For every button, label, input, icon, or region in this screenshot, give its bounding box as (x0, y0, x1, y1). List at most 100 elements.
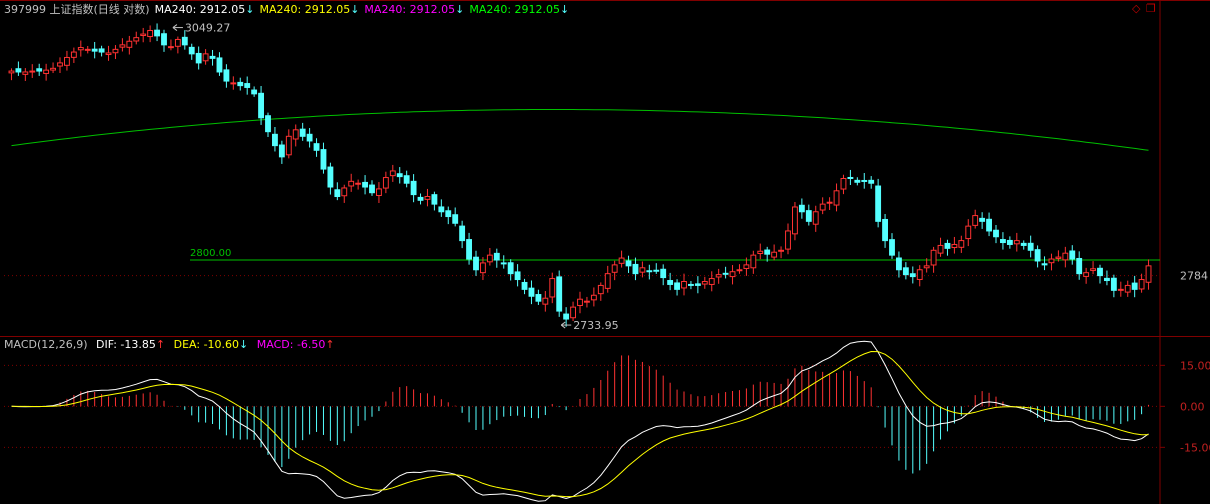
candle (625, 255, 632, 273)
candle (22, 68, 29, 81)
candle (507, 259, 514, 281)
arrow-down-icon: ↓ (245, 3, 255, 16)
candle-body (251, 89, 258, 95)
candle (868, 176, 875, 189)
candle (896, 251, 902, 278)
candle-body (757, 250, 764, 254)
candle (778, 246, 784, 259)
candle (639, 261, 646, 278)
candle (972, 209, 979, 229)
annotation-label: 3049.27 (185, 22, 231, 35)
candle-body (792, 206, 798, 235)
candle (410, 174, 417, 203)
candle-body (909, 273, 916, 278)
candle-body (438, 206, 445, 213)
candle-body (1048, 258, 1055, 264)
candle (43, 63, 50, 81)
candle (854, 177, 861, 186)
candle (473, 250, 479, 276)
candle-body (1027, 242, 1034, 251)
candle-body (889, 239, 895, 256)
candle-body (868, 179, 875, 184)
candle-body (840, 177, 847, 190)
candle (805, 204, 812, 226)
candle (833, 183, 840, 212)
candle (736, 264, 743, 274)
candle (396, 167, 403, 184)
candle (875, 178, 882, 228)
candle-body (896, 257, 902, 271)
candle (91, 41, 98, 59)
candle-body (653, 269, 660, 272)
macd-lines (11, 340, 1149, 502)
candle (223, 64, 230, 88)
candle (154, 23, 160, 42)
candle (15, 61, 22, 76)
candle (147, 25, 154, 43)
candle-body (986, 218, 992, 232)
annotation-arrow-head (560, 321, 566, 329)
candle (285, 129, 292, 159)
candle-body (112, 48, 119, 54)
candle-body (355, 182, 362, 185)
arrow-down-icon: ↓ (455, 3, 465, 16)
candle (216, 52, 223, 76)
candle (168, 39, 174, 51)
candle-body (161, 33, 167, 46)
candle-body (1097, 267, 1103, 277)
annotation-label: 2733.95 (573, 319, 619, 332)
diamond-icon[interactable]: ◇ (1132, 2, 1141, 15)
candle-body (729, 271, 736, 278)
candle (327, 162, 334, 195)
candle (1090, 261, 1096, 275)
candle-body (639, 267, 646, 273)
candle (459, 220, 466, 249)
candle-body (660, 268, 667, 279)
candle (1034, 245, 1041, 268)
candle (445, 206, 452, 225)
window-restore-icon[interactable]: ❐ (1146, 2, 1156, 15)
candle (729, 265, 736, 285)
ma240-legend-3: MA240: 2912.05↓ (469, 3, 570, 16)
candle-body (577, 298, 583, 306)
candle-body (410, 180, 417, 196)
candle (785, 223, 791, 255)
candle (577, 291, 583, 314)
candle (556, 270, 563, 317)
candle (1131, 275, 1138, 298)
candle-body (105, 52, 112, 55)
candle-body (1013, 240, 1020, 245)
candle (57, 57, 63, 74)
candle (1006, 236, 1013, 249)
candle (757, 243, 764, 260)
candle-body (369, 184, 375, 194)
candle (209, 49, 216, 66)
candle (112, 45, 119, 60)
candle (369, 180, 375, 196)
candle (618, 250, 625, 268)
candle (486, 247, 493, 266)
candle-body (91, 48, 98, 52)
candle-body (972, 215, 979, 226)
candle-body (604, 273, 611, 289)
candle-body (480, 262, 486, 274)
candle (549, 272, 556, 304)
candle (376, 182, 382, 203)
candle-body (341, 187, 348, 197)
candle (701, 276, 708, 289)
candle (993, 225, 999, 244)
candle-body (542, 297, 549, 305)
candle-body (466, 239, 472, 260)
candle-body (36, 68, 43, 72)
candle (77, 40, 84, 57)
candle (570, 301, 576, 321)
candle (265, 112, 271, 138)
candle (1117, 281, 1124, 297)
candle-body (133, 37, 140, 42)
candle-body (930, 249, 937, 266)
candle-body (584, 300, 590, 303)
candle (493, 248, 500, 268)
candle (500, 255, 507, 269)
candle-body (1145, 265, 1152, 283)
